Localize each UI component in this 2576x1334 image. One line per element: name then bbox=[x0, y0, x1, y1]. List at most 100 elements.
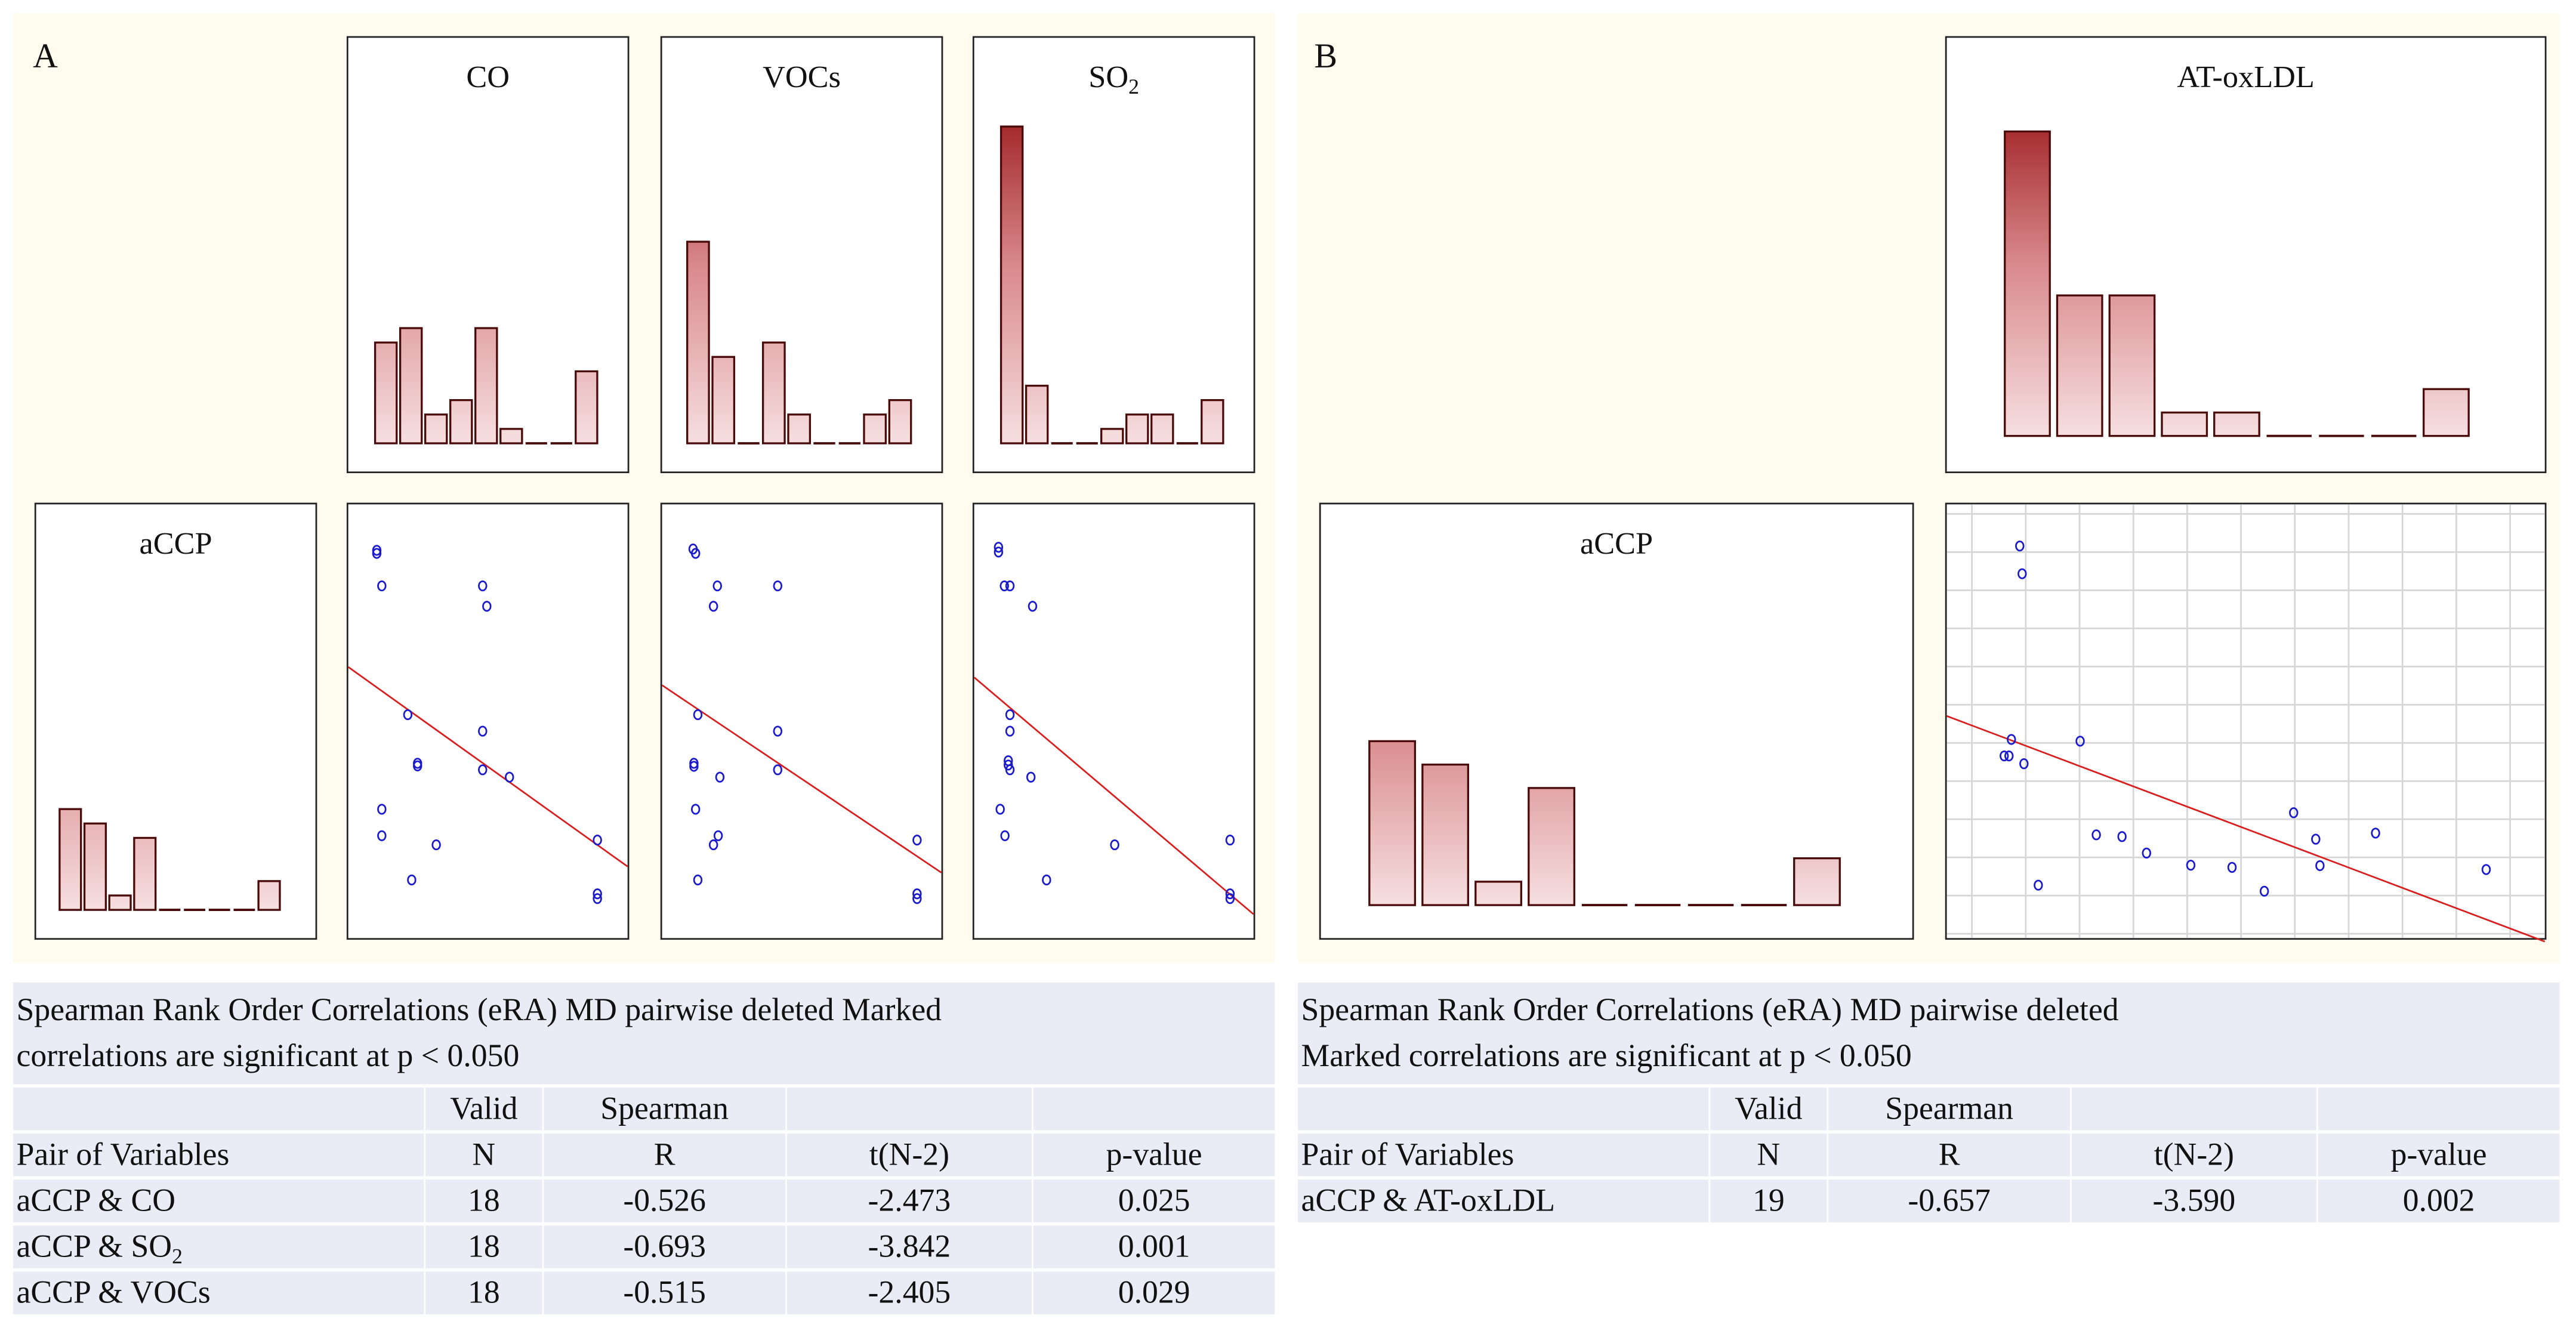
regression-line bbox=[973, 677, 1254, 915]
histogram-bar bbox=[1793, 857, 1841, 906]
histogram-bar bbox=[2108, 294, 2156, 437]
data-point bbox=[2075, 736, 2085, 747]
table-cell-pair: aCCP & SO2 bbox=[13, 1225, 424, 1268]
data-point bbox=[708, 839, 718, 851]
chart-svg bbox=[347, 545, 628, 904]
data-point bbox=[1005, 709, 1015, 721]
data-point bbox=[2004, 750, 2014, 762]
table-cell-p-text: 0.001 bbox=[1118, 1230, 1190, 1265]
data-point bbox=[431, 839, 441, 851]
data-point bbox=[773, 725, 783, 737]
table-cell-t: -2.405 bbox=[786, 1271, 1032, 1314]
histogram-bar bbox=[762, 341, 786, 444]
table-cell-r: -0.515 bbox=[544, 1271, 786, 1314]
header-cell-text: t(N-2) bbox=[869, 1138, 949, 1174]
histogram-bar bbox=[1100, 428, 1124, 444]
data-point bbox=[690, 804, 701, 815]
histogram-so2: SO2 bbox=[972, 36, 1255, 474]
scatter-accp-vocs bbox=[660, 502, 943, 940]
histogram-title: aCCP bbox=[36, 527, 316, 564]
table-cell-n: 18 bbox=[425, 1179, 542, 1222]
table-cell-pair-text: aCCP & AT-oxLDL bbox=[1301, 1184, 1556, 1219]
data-point bbox=[2311, 833, 2321, 845]
table-cell-t: -3.590 bbox=[2071, 1179, 2317, 1222]
histogram-bar bbox=[575, 370, 599, 444]
histogram-bar bbox=[2423, 388, 2470, 437]
table-cell-n: 18 bbox=[425, 1225, 542, 1268]
header-cell: Valid bbox=[425, 1087, 542, 1131]
data-point bbox=[482, 601, 492, 612]
table-cell-r-text: -0.693 bbox=[623, 1230, 707, 1265]
table-cell-r: -0.693 bbox=[544, 1225, 786, 1268]
table-cell-t-text: -3.842 bbox=[868, 1230, 951, 1265]
chart-svg bbox=[661, 544, 942, 904]
header-cell: t(N-2) bbox=[786, 1134, 1032, 1176]
histogram-bar bbox=[374, 341, 398, 444]
table-cell-p-text: 0.002 bbox=[2402, 1184, 2475, 1219]
chart-svg bbox=[686, 240, 912, 444]
header-cell-text: R bbox=[1938, 1138, 1960, 1174]
histogram-bar bbox=[2213, 411, 2260, 437]
data-point bbox=[1000, 830, 1010, 841]
data-point bbox=[712, 580, 722, 592]
data-point bbox=[593, 834, 602, 846]
histogram-title: VOCs bbox=[662, 61, 942, 97]
chart-svg bbox=[999, 125, 1224, 444]
histogram-co: CO bbox=[346, 36, 630, 474]
data-point bbox=[1005, 764, 1015, 776]
data-point bbox=[377, 830, 387, 841]
table-cell-n-text: 18 bbox=[467, 1276, 500, 1311]
regression-line bbox=[661, 684, 942, 873]
data-point bbox=[995, 804, 1005, 815]
histogram-atoxldl: AT-oxLDL bbox=[1945, 36, 2547, 474]
data-point bbox=[912, 834, 922, 846]
panel-a-label: A bbox=[33, 36, 58, 76]
chart-svg bbox=[973, 542, 1254, 915]
header-cell: Valid bbox=[1710, 1087, 1827, 1131]
chart-svg bbox=[1946, 504, 2546, 943]
table-cell-p-text: 0.029 bbox=[1118, 1276, 1190, 1311]
table-cell-r: -0.526 bbox=[544, 1179, 786, 1222]
header-cell: t(N-2) bbox=[2071, 1134, 2317, 1176]
table-cell-p: 0.001 bbox=[1033, 1225, 1275, 1268]
header-cell-text: Valid bbox=[1735, 1092, 1803, 1128]
histogram-bar bbox=[424, 413, 448, 444]
caption-line: Marked correlations are significant at p… bbox=[1301, 1040, 1912, 1074]
header-cell bbox=[1298, 1087, 1709, 1131]
data-point bbox=[2007, 734, 2016, 745]
data-point bbox=[377, 804, 387, 815]
histogram-bar bbox=[1421, 763, 1470, 906]
table-cell-n: 19 bbox=[1710, 1179, 1827, 1222]
data-point bbox=[2371, 827, 2380, 839]
table-cell-t: -2.473 bbox=[786, 1179, 1032, 1222]
histogram-bar bbox=[133, 836, 157, 911]
data-point bbox=[407, 874, 417, 886]
histogram-bar bbox=[1150, 413, 1174, 444]
correlation-table-a: Spearman Rank Order Correlations (eRA) M… bbox=[13, 982, 1275, 1323]
table-cell-pair: aCCP & VOCs bbox=[13, 1271, 424, 1314]
header-cell bbox=[13, 1087, 424, 1131]
data-point bbox=[1225, 888, 1235, 900]
data-point bbox=[713, 830, 723, 841]
table-cell-p: 0.029 bbox=[1033, 1271, 1275, 1314]
table-cell-n-text: 18 bbox=[467, 1230, 500, 1265]
data-point bbox=[999, 580, 1009, 592]
header-cell-text: N bbox=[1757, 1138, 1781, 1174]
chart-svg bbox=[2004, 130, 2470, 437]
header-cell: Pair of Variables bbox=[1298, 1134, 1709, 1176]
data-point bbox=[715, 771, 725, 783]
data-point bbox=[2091, 829, 2101, 841]
data-point bbox=[478, 725, 488, 737]
header-cell: R bbox=[1828, 1134, 2071, 1176]
histogram-title: AT-oxLDL bbox=[1947, 61, 2545, 97]
header-cell-text: Valid bbox=[450, 1092, 518, 1128]
header-cell-text: p-value bbox=[2390, 1138, 2487, 1174]
histogram-vocs: VOCs bbox=[660, 36, 943, 474]
header-cell bbox=[2071, 1087, 2317, 1131]
table-caption: Spearman Rank Order Correlations (eRA) M… bbox=[13, 982, 1275, 1085]
data-point bbox=[1110, 839, 1119, 851]
histogram-bar bbox=[2161, 411, 2208, 437]
title-text: aCCP bbox=[1580, 527, 1653, 562]
histogram-bar bbox=[1528, 787, 1575, 906]
data-point bbox=[2034, 879, 2043, 891]
